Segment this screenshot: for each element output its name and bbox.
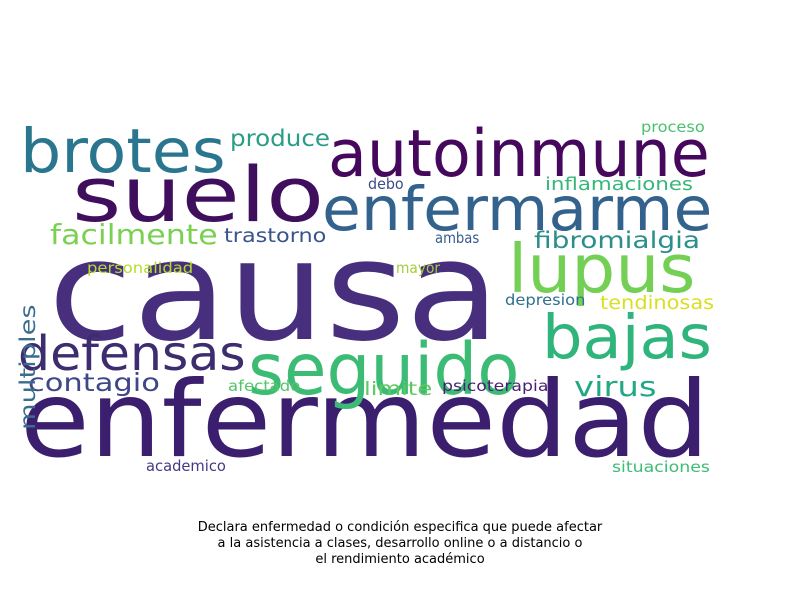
word-defensas: defensas [18, 326, 246, 382]
word-contagio: contagio [28, 368, 160, 397]
word-multiples: multiples [16, 304, 40, 430]
word-causa: causa [48, 210, 501, 372]
word-suelo: suelo [72, 151, 325, 239]
word-inflamaciones: inflamaciones [545, 174, 694, 195]
caption-line-1: Declara enfermedad o condición especific… [197, 520, 603, 535]
word-debo: debo [368, 176, 404, 193]
word-bajas: bajas [542, 302, 712, 373]
word-facilmente: facilmente [50, 220, 218, 251]
word-academico: academico [146, 458, 226, 475]
word-limite: limite [364, 378, 433, 400]
word-enfermedad: enfermedad [20, 359, 710, 481]
word-virus: virus [574, 372, 657, 403]
word-produce: produce [230, 126, 330, 152]
word-autoinmune: autoinmune [328, 117, 710, 192]
word-proceso: proceso [641, 119, 705, 136]
figure-caption: Declara enfermedad o condición especific… [100, 520, 700, 568]
caption-line-2: a la asistencia a clases, desarrollo onl… [217, 536, 583, 551]
word-tendinosas: tendinosas [600, 292, 715, 314]
word-lupus: lupus [508, 230, 696, 308]
word-psicoterapia: psicoterapia [442, 378, 549, 395]
word-mayor: mayor [396, 260, 441, 277]
word-situaciones: situaciones [612, 459, 710, 476]
caption-line-3: el rendimiento académico [315, 552, 485, 567]
word-trastorno: trastorno [224, 223, 327, 247]
word-ambas: ambas [435, 230, 480, 247]
word-personalidad: personalidad [87, 260, 194, 277]
word-depresion: depresion [505, 292, 586, 309]
word-fibromialgia: fibromialgia [534, 228, 701, 254]
word-afectado: afectado [228, 378, 301, 395]
word-seguido: seguido [248, 328, 520, 411]
word-brotes: brotes [20, 116, 226, 187]
word-enfermarme: enfermarme [322, 174, 713, 245]
